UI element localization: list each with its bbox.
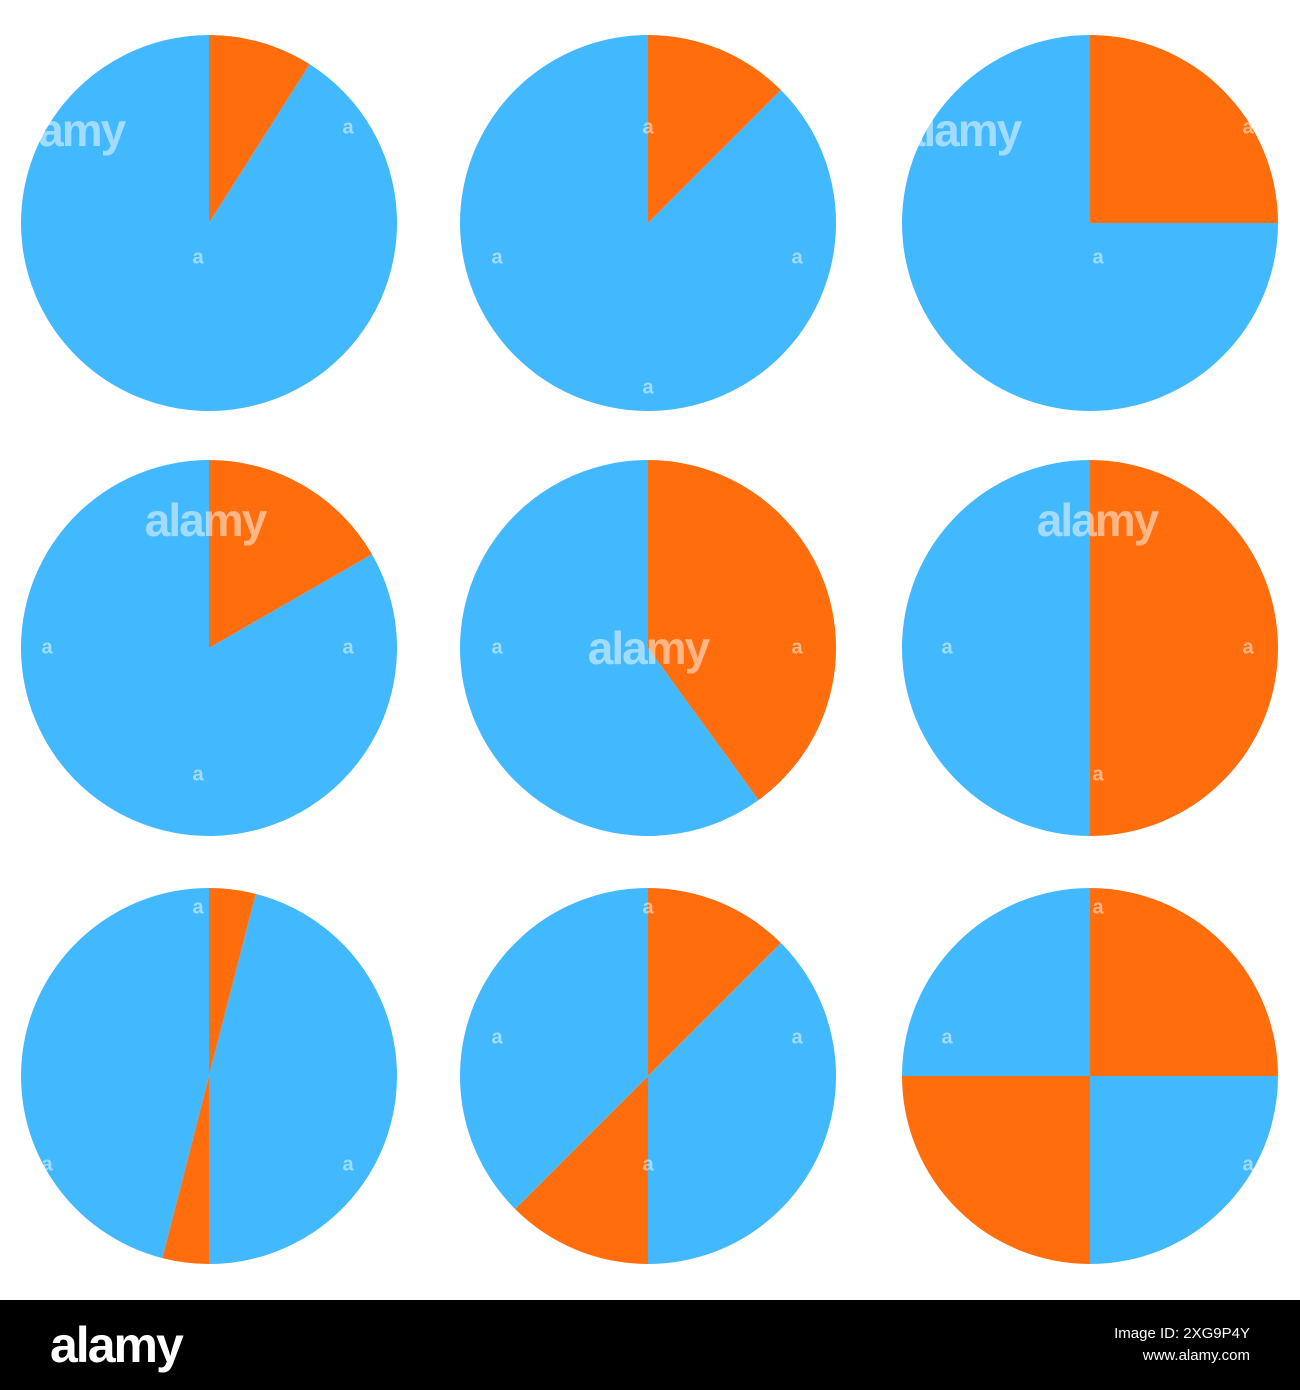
pie-5-slice-1: [648, 460, 837, 801]
pie-4-slice-1: [209, 459, 373, 648]
alamy-logo: alamy: [50, 1317, 184, 1373]
pie-3-slice-2: [902, 35, 1278, 411]
pie-3-slice-1: [1090, 35, 1278, 223]
pie-chart-5: [460, 460, 837, 836]
pie-7-slice-4: [21, 888, 209, 1259]
pie-chart-1: [20, 35, 397, 411]
image-id-text: Image ID: 2XG9P4Y: [1114, 1325, 1250, 1342]
site-url-text: www.alamy.com: [1142, 1347, 1250, 1364]
footer-bar: alamy Image ID: 2XG9P4Y www.alamy.com: [0, 1300, 1300, 1390]
pie-chart-8: [459, 888, 837, 1264]
pie-chart-9: [902, 888, 1278, 1264]
pie-chart-6: [902, 460, 1278, 836]
image-info: Image ID: 2XG9P4Y www.alamy.com: [1114, 1323, 1250, 1367]
pie-8-slice-4: [459, 888, 648, 1209]
pie-8-slice-3: [515, 1076, 648, 1264]
pie-5-slice-2: [460, 460, 759, 836]
pie-9-slice-1: [1090, 888, 1278, 1076]
pie-2-slice-2: [460, 35, 837, 411]
pie-chart-4: [21, 459, 398, 836]
pie-2-slice-1: [648, 35, 781, 223]
pie-chart-grid: [20, 35, 1278, 1264]
pie-8-slice-2: [648, 943, 837, 1264]
pie-1-slice-2: [20, 35, 397, 411]
pie-8-slice-1: [648, 888, 781, 1076]
pie-chart-3: [902, 35, 1278, 411]
pie-9-slice-4: [902, 888, 1090, 1076]
pie-7-slice-3: [162, 1076, 209, 1264]
pie-9-slice-2: [1090, 1076, 1278, 1264]
pie-7-slice-1: [209, 888, 256, 1076]
pie-6-slice-2: [902, 460, 1090, 836]
pie-chart-2: [460, 35, 837, 411]
pie-1-slice-1: [209, 35, 310, 223]
pie-7-slice-2: [209, 893, 397, 1264]
pie-chart-7: [21, 888, 397, 1264]
pie-4-slice-2: [21, 460, 398, 836]
pie-6-slice-1: [1090, 460, 1278, 836]
pie-9-slice-3: [902, 1076, 1090, 1264]
